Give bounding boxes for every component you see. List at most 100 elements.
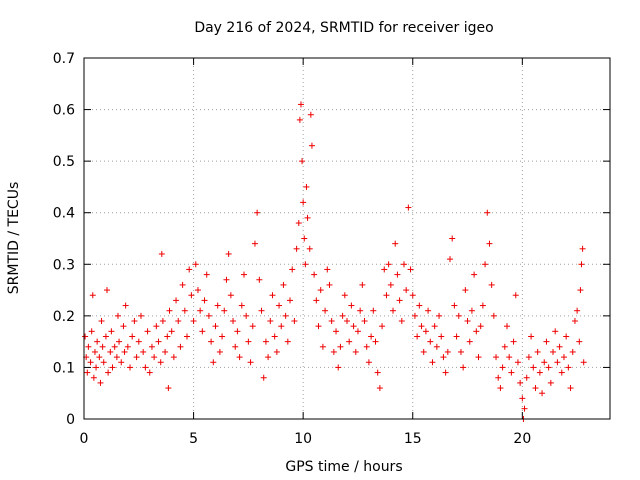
data-point bbox=[517, 379, 524, 386]
data-point bbox=[142, 364, 149, 371]
data-point bbox=[536, 369, 543, 376]
data-point bbox=[407, 266, 414, 273]
x-tick-label: 10 bbox=[294, 431, 312, 447]
data-point bbox=[482, 261, 489, 268]
data-point bbox=[284, 338, 291, 345]
data-point bbox=[420, 348, 427, 355]
data-point bbox=[210, 359, 217, 366]
data-point bbox=[297, 101, 304, 108]
data-point bbox=[291, 318, 298, 325]
data-point bbox=[558, 369, 565, 376]
data-point bbox=[97, 379, 104, 386]
data-point bbox=[346, 338, 353, 345]
data-point bbox=[181, 307, 188, 314]
data-point bbox=[153, 323, 160, 330]
data-point bbox=[390, 307, 397, 314]
data-point bbox=[357, 307, 364, 314]
data-point bbox=[225, 250, 232, 257]
data-point bbox=[379, 323, 386, 330]
y-tick-label: 0.6 bbox=[53, 103, 75, 119]
data-point bbox=[179, 281, 186, 288]
data-point bbox=[249, 323, 256, 330]
data-point bbox=[151, 354, 158, 361]
data-point bbox=[471, 271, 478, 278]
data-point bbox=[232, 343, 239, 350]
data-point bbox=[85, 343, 92, 350]
data-point bbox=[577, 287, 584, 294]
data-point bbox=[409, 292, 416, 299]
data-point bbox=[385, 261, 392, 268]
data-point bbox=[99, 343, 106, 350]
data-point bbox=[113, 354, 120, 361]
data-point bbox=[280, 281, 287, 288]
data-point bbox=[295, 220, 302, 227]
data-point bbox=[394, 271, 401, 278]
data-point bbox=[307, 111, 314, 118]
data-point bbox=[276, 302, 283, 309]
data-point bbox=[545, 364, 552, 371]
data-point bbox=[317, 287, 324, 294]
data-point bbox=[392, 240, 399, 247]
data-point bbox=[578, 261, 585, 268]
data-point bbox=[251, 240, 258, 247]
data-point bbox=[247, 359, 254, 366]
data-point bbox=[468, 307, 475, 314]
gridlines bbox=[84, 58, 610, 419]
data-point bbox=[319, 343, 326, 350]
data-point bbox=[486, 240, 493, 247]
data-point bbox=[344, 318, 350, 325]
data-point bbox=[114, 312, 121, 319]
data-point bbox=[282, 312, 289, 319]
data-point bbox=[574, 307, 581, 314]
data-point bbox=[368, 333, 375, 340]
data-point bbox=[205, 312, 212, 319]
data-point bbox=[302, 261, 309, 268]
data-point bbox=[84, 369, 91, 376]
data-point bbox=[519, 395, 526, 402]
data-point bbox=[122, 302, 129, 309]
data-point bbox=[269, 292, 276, 299]
data-point bbox=[438, 333, 445, 340]
data-point bbox=[361, 318, 368, 325]
data-point bbox=[158, 250, 165, 257]
data-point bbox=[451, 302, 458, 309]
data-point bbox=[339, 312, 346, 319]
data-point bbox=[554, 359, 561, 366]
axis-ticks bbox=[83, 57, 610, 420]
data-point bbox=[493, 354, 500, 361]
data-point bbox=[552, 328, 559, 335]
data-point bbox=[418, 323, 425, 330]
data-point bbox=[135, 338, 142, 345]
data-point bbox=[337, 343, 344, 350]
data-point bbox=[449, 235, 456, 242]
data-point bbox=[405, 204, 412, 211]
data-point bbox=[473, 328, 480, 335]
data-point bbox=[184, 333, 191, 340]
data-point bbox=[159, 318, 166, 325]
data-point bbox=[306, 245, 313, 252]
data-point bbox=[488, 281, 495, 288]
data-point bbox=[330, 348, 337, 355]
data-point bbox=[464, 318, 471, 325]
y-tick-label: 0.3 bbox=[53, 257, 75, 273]
data-point bbox=[98, 318, 105, 325]
data-point bbox=[422, 328, 429, 335]
x-axis-label: GPS time / hours bbox=[285, 459, 402, 475]
data-point bbox=[403, 287, 410, 294]
data-point bbox=[508, 369, 515, 376]
data-point bbox=[133, 354, 140, 361]
data-point bbox=[525, 354, 532, 361]
data-point bbox=[260, 374, 267, 381]
data-point bbox=[381, 266, 388, 273]
data-point bbox=[105, 369, 112, 376]
data-point bbox=[387, 281, 394, 288]
data-point bbox=[129, 333, 136, 340]
data-point bbox=[510, 338, 517, 345]
data-point bbox=[166, 307, 173, 314]
data-point bbox=[350, 323, 357, 330]
data-point bbox=[447, 256, 454, 263]
data-point bbox=[289, 266, 296, 273]
data-point bbox=[460, 364, 467, 371]
data-point bbox=[102, 333, 109, 340]
data-point bbox=[271, 333, 278, 340]
